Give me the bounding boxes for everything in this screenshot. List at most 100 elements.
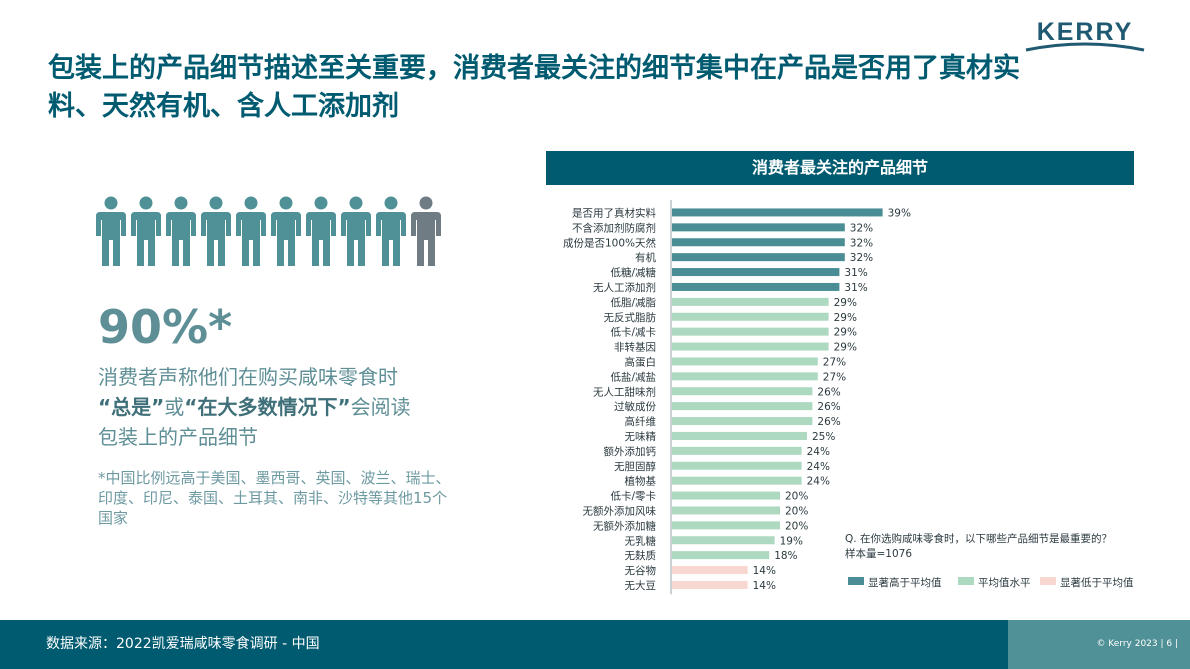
value-label: 29%: [834, 297, 857, 309]
value-label: 26%: [817, 416, 840, 428]
footer: 数据来源：2022凯爱瑞咸味零食调研 - 中国 © Kerry 2023 | 6…: [0, 620, 1190, 669]
value-label: 24%: [807, 476, 830, 488]
survey-question: Q. 在你选购咸味零食时，以下哪些产品细节是最重要的？ 样本量=1076: [845, 532, 1165, 562]
bar: [672, 268, 840, 277]
category-label: 是否用了真材实料: [572, 206, 656, 219]
value-label: 18%: [774, 550, 797, 562]
stat-desc-line1: 消费者声称他们在购买咸味零食时: [98, 365, 398, 389]
value-label: 20%: [785, 505, 808, 517]
bar: [672, 357, 818, 366]
category-label: 无人工甜味剂: [593, 385, 656, 398]
bar: [672, 342, 829, 351]
category-label: 低脂/减脂: [610, 296, 656, 309]
stat-desc-line3: 包装上的产品细节: [98, 425, 258, 449]
bar: [672, 297, 829, 306]
value-label: 24%: [807, 461, 830, 473]
bar: [672, 476, 802, 485]
value-label: 31%: [844, 267, 867, 279]
bar: [672, 551, 770, 560]
bar: [672, 208, 883, 217]
category-label: 不含添加剂防腐剂: [572, 221, 656, 234]
bar: [672, 387, 813, 396]
category-label: 低卡/减卡: [610, 326, 656, 339]
category-label: 高蛋白: [625, 355, 657, 368]
value-label: 29%: [834, 342, 857, 354]
bar: [672, 253, 845, 262]
value-label: 24%: [807, 446, 830, 458]
category-label: 无额外添加糖: [593, 519, 656, 532]
person-icon: [341, 196, 371, 268]
category-label: 无味精: [625, 430, 657, 443]
legend-label: 显著低于平均值: [1060, 577, 1134, 589]
bar: [672, 536, 775, 545]
person-icon: [271, 196, 301, 268]
category-label: 无乳糖: [625, 534, 657, 547]
value-label: 26%: [817, 386, 840, 398]
value-label: 32%: [850, 237, 873, 249]
person-icon: [411, 196, 441, 268]
bar: [672, 327, 829, 336]
kerry-logo: KERRY: [1022, 18, 1148, 54]
legend-label: 显著高于平均值: [868, 577, 942, 589]
category-label: 低卡/零卡: [610, 490, 656, 503]
bar: [672, 282, 840, 291]
stat-desc-or: 或: [164, 395, 185, 419]
people-icon-row: [96, 196, 441, 268]
category-label: 有机: [635, 251, 656, 264]
category-label: 非转基因: [614, 341, 656, 354]
value-label: 20%: [785, 491, 808, 503]
value-label: 39%: [888, 207, 911, 219]
bar: [672, 461, 802, 470]
category-label: 植物基: [625, 475, 657, 488]
bar: [672, 238, 845, 247]
person-icon: [96, 196, 126, 268]
category-label: 无大豆: [625, 579, 657, 592]
person-icon: [306, 196, 336, 268]
value-label: 19%: [780, 535, 803, 547]
sample-size: 样本量=1076: [845, 548, 913, 560]
bar-chart: 是否用了真材实料 39% 不含添加剂防腐剂 32% 成份是否100%天然 32% 有机 32%…: [563, 200, 911, 595]
category-label: 无人工添加剂: [593, 281, 656, 294]
value-label: 26%: [817, 401, 840, 413]
footer-accent: [1008, 620, 1190, 669]
category-label: 无胆固醇: [614, 460, 656, 473]
value-label: 29%: [834, 312, 857, 324]
stat-desc-quote-always: “总是”: [98, 395, 165, 419]
category-label: 低糖/减糖: [610, 266, 656, 279]
footnote: *中国比例远高于美国、墨西哥、英国、波兰、瑞士、印度、印尼、泰国、土耳其、南非、…: [98, 469, 451, 527]
bar: [672, 521, 780, 530]
bar: [672, 312, 829, 321]
category-label: 高纤维: [625, 415, 657, 428]
data-source: 数据来源：2022凯爱瑞咸味零食调研 - 中国: [46, 636, 320, 652]
bar: [672, 580, 748, 589]
person-icon: [131, 196, 161, 268]
legend-item: 平均值水平: [958, 576, 1031, 590]
person-icon: [201, 196, 231, 268]
value-label: 32%: [850, 252, 873, 264]
category-label: 无麸质: [625, 549, 657, 562]
bar: [672, 446, 802, 455]
page-title: 包装上的产品细节描述至关重要，消费者最关注的细节集中在产品是否用了真材实料、天然…: [48, 53, 1020, 122]
category-label: 无额外添加风味: [583, 504, 657, 517]
question-text: Q. 在你选购咸味零食时，以下哪些产品细节是最重要的？: [845, 533, 1112, 545]
value-label: 20%: [785, 520, 808, 532]
stat-description: 消费者声称他们在购买咸味零食时 “总是”或“在大多数情况下”会阅读 包装上的产品…: [98, 362, 488, 452]
person-icon: [166, 196, 196, 268]
value-label: 31%: [844, 282, 867, 294]
legend-swatch: [958, 577, 974, 585]
stat-desc-quote-mostly: “在大多数情况下”: [184, 395, 351, 419]
bar: [672, 506, 780, 515]
bar: [672, 402, 813, 411]
person-icon: [376, 196, 406, 268]
category-label: 额外添加钙: [604, 445, 657, 458]
bar: [672, 417, 813, 426]
value-label: 32%: [850, 222, 873, 234]
legend-label: 平均值水平: [978, 577, 1031, 589]
logo-swoosh: [1025, 42, 1145, 52]
legend-swatch: [848, 577, 864, 585]
value-label: 27%: [823, 356, 846, 368]
category-label: 过敏成份: [614, 400, 656, 413]
logo-text: KERRY: [1036, 18, 1134, 46]
stat-desc-rest: 会阅读: [350, 395, 411, 419]
person-icon: [236, 196, 266, 268]
